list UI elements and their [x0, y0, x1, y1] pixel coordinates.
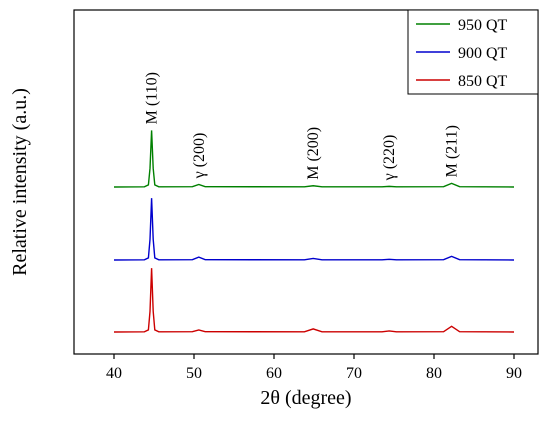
x-axis-label: 2θ (degree)	[260, 387, 351, 409]
legend-label: 900 QT	[458, 45, 508, 62]
plot-frame	[73, 9, 539, 355]
peak-label: γ (220)	[381, 135, 398, 182]
peak-label: M (200)	[305, 127, 322, 180]
plot-traces	[113, 130, 515, 333]
legend-label: 950 QT	[458, 17, 508, 34]
y-axis-label: Relative intensity (a.u.)	[9, 88, 31, 276]
x-tick-label: 80	[426, 365, 442, 382]
peak-label: M (110)	[144, 72, 161, 124]
series-line-950-qt	[113, 130, 515, 188]
x-tick-label: 60	[266, 365, 282, 382]
peak-label: M (211)	[444, 125, 461, 177]
legend-label: 850 QT	[458, 73, 508, 90]
x-axis-ticks: 40 50 60 70 80 90	[106, 354, 522, 382]
x-tick-label: 70	[346, 365, 362, 382]
peak-annotations: M (110) γ (200) M (200) γ (220) M (211)	[144, 72, 461, 181]
series-line-850-qt	[113, 268, 515, 333]
x-tick-label: 90	[506, 365, 522, 382]
peak-label: γ (200)	[191, 133, 208, 180]
series-line-900-qt	[113, 198, 515, 261]
legend: 950 QT 900 QT 850 QT	[407, 9, 539, 95]
x-tick-label: 40	[106, 365, 122, 382]
x-tick-label: 50	[186, 365, 202, 382]
